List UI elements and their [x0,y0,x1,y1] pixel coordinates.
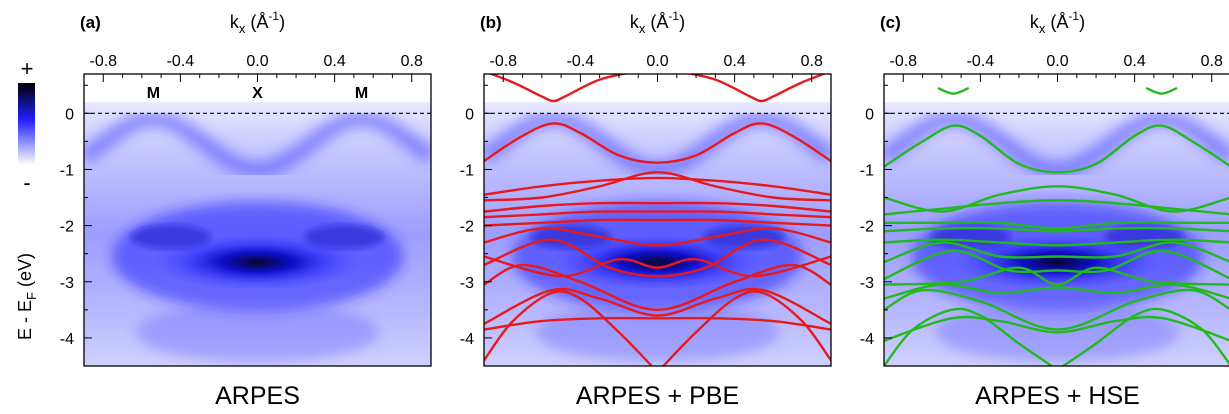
band-line [884,249,1229,281]
panel-label: (b) [480,13,502,32]
x-axis-title: kx (Å-1) [630,9,685,36]
panel-label: (c) [880,13,901,32]
x-tick-label: 0.0 [1046,53,1068,70]
band-line [484,290,653,366]
y-tick-label: -2 [60,219,74,236]
band-line [884,307,1053,366]
panel-caption: ARPES + PBE [576,382,739,410]
y-tick-label: -1 [60,162,74,179]
band-line [1062,307,1229,366]
band-line [488,74,827,103]
y-tick-label: -4 [860,331,874,348]
band-line [884,315,1229,342]
band-line [484,171,831,202]
band-line [484,218,831,227]
x-tick-label: -0.4 [967,53,995,70]
band-line [662,290,831,366]
panel-a: -0.8 -0.4 0.0 0.4 0.8 0 -1 -2 -3 -4 kx (Å-1) (a) M X M… [60,9,432,410]
band-line [484,287,831,325]
kpoint-label: M [147,85,160,102]
band-overlay-hse [884,86,1229,366]
panel-label: (a) [80,13,101,32]
band-line [884,124,1229,174]
panel-b: -0.8 -0.4 0.0 0.4 0.8 0 -1 -2 -3 -4 kx (Å-1) (b) ARP… [460,9,832,410]
x-tick-label: 0.4 [723,53,745,70]
band-line [884,185,1229,213]
y-tick-label: -2 [460,219,474,236]
band-line [884,199,1229,216]
y-tick-label: 0 [65,106,74,123]
y-tick-label: 0 [465,106,474,123]
y-axis-title: E - EF (eV) [15,253,39,340]
x-tick-label: -0.8 [889,53,917,70]
x-tick-label: 0.8 [801,53,823,70]
band-line [484,227,831,247]
band-overlay-pbe [484,74,831,366]
x-tick-label: 0.0 [646,53,668,70]
band-line [884,241,1229,264]
band-line [484,201,831,213]
x-tick-label: 0.4 [323,53,345,70]
y-tick-label: -3 [460,275,474,292]
band-line [884,226,1229,233]
band-line [937,86,970,95]
band-line [484,176,831,196]
y-tick-label: -3 [860,275,874,292]
x-tick-label: 0.4 [1123,53,1145,70]
colorbar: + - [18,56,35,195]
x-tick-label: -0.8 [489,53,517,70]
x-tick-label: 0.0 [246,53,268,70]
colorbar-gradient [18,83,35,165]
band-line [484,316,831,331]
band-line [484,255,831,278]
colorbar-min-label: - [23,170,30,195]
band-line [484,238,831,278]
colorbar-max-label: + [21,56,34,81]
y-tick-label: -4 [460,331,474,348]
kpoint-label: M [355,85,368,102]
band-line [884,221,1229,230]
panels: -0.8 -0.4 0.0 0.4 0.8 0 -1 -2 -3 -4 kx (Å-1) (a) M X M… [60,9,1229,410]
band-line [484,122,831,164]
y-tick-label: 0 [865,106,874,123]
kpoint-label: X [252,85,263,102]
band-line [484,263,831,312]
x-tick-label: -0.8 [89,53,117,70]
band-line [484,210,831,219]
band-line [884,288,1229,331]
panel-c: -0.8 -0.4 0.0 0.4 0.8 0 -1 -2 -3 -4 kx (Å-1) (c) ARP… [860,9,1229,410]
y-tick-label: -1 [460,162,474,179]
band-line [1145,86,1178,95]
y-tick-label: -4 [60,331,74,348]
x-tick-label: -0.4 [567,53,595,70]
band-line [884,238,1229,247]
panel-caption: ARPES + HSE [975,382,1140,410]
band-line [884,283,1229,300]
y-tick-label: -3 [60,275,74,292]
x-axis-title: kx (Å-1) [1030,9,1085,36]
panel-caption: ARPES [215,382,300,410]
band-line [884,266,1229,286]
x-axis-title: kx (Å-1) [230,9,285,36]
x-tick-label: 0.8 [1201,53,1223,70]
x-tick-label: 0.8 [401,53,423,70]
x-tick-label: -0.4 [167,53,195,70]
y-tick-label: -2 [860,219,874,236]
y-tick-label: -1 [860,162,874,179]
arpes-intensity-map [84,74,431,366]
